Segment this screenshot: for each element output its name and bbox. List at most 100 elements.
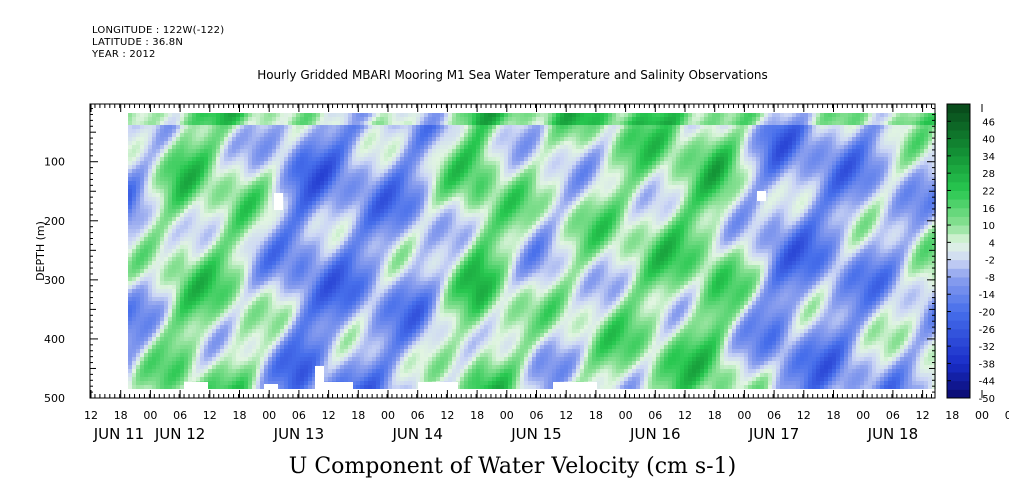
- missing-data-patch: [323, 382, 353, 390]
- velocity-field: [128, 113, 936, 389]
- colorbar-segment: [947, 129, 970, 140]
- missing-data-patch: [315, 366, 324, 390]
- colorbar-tick-label: 22: [982, 186, 995, 197]
- x-hour-tick-label: 12: [797, 409, 811, 422]
- colorbar-tick-label: -50: [979, 394, 995, 405]
- x-hour-tick-label: 18: [114, 409, 128, 422]
- colorbar-tick-label: 46: [982, 117, 995, 128]
- x-day-tick-label: JUN 12: [154, 425, 205, 443]
- colorbar-segment: [947, 112, 970, 122]
- x-hour-tick-label: 00: [737, 409, 751, 422]
- colorbar-segment: [947, 155, 970, 166]
- colorbar-tick-label: 34: [982, 152, 995, 163]
- missing-data-patch: [264, 384, 278, 390]
- x-day-tick-label: JUN 16: [629, 425, 680, 443]
- x-hour-tick-label: 06: [530, 409, 544, 422]
- x-hour-tick-label: 12: [322, 409, 336, 422]
- colorbar-tick-label: -14: [979, 290, 995, 301]
- colorbar-tick-label: 4: [989, 238, 995, 249]
- x-hour-tick-label: 06: [1005, 409, 1009, 422]
- missing-data-patch: [418, 382, 458, 390]
- colorbar-segment: [947, 199, 970, 209]
- x-minor-ticks: [94, 104, 932, 398]
- colorbar-segment: [947, 242, 970, 252]
- colorbar-segment: [947, 233, 970, 243]
- colorbar-segment: [947, 389, 970, 399]
- colorbar-segment: [947, 302, 970, 313]
- colorbar-segment: [947, 207, 970, 217]
- x-hour-tick-label: 06: [886, 409, 900, 422]
- y-tick-label: 200: [44, 215, 65, 228]
- colorbar-tick-label: 10: [982, 221, 995, 232]
- x-hour-tick-label: 06: [173, 409, 187, 422]
- colorbar-segment: [947, 190, 970, 200]
- colorbar-segment: [947, 363, 970, 373]
- colorbar-segment: [947, 346, 970, 356]
- x-hour-tick-label: 12: [678, 409, 692, 422]
- colorbar-segment: [947, 164, 970, 174]
- colorbar-segment: [947, 354, 970, 364]
- x-day-tick-label: JUN 14: [391, 425, 442, 443]
- colorbar-segment: [947, 121, 970, 131]
- plot-frame: [89, 103, 936, 399]
- colorbar-tick-label: 40: [982, 135, 995, 146]
- x-hour-tick-label: 18: [945, 409, 959, 422]
- x-hour-tick-label: 18: [233, 409, 247, 422]
- colorbar-segment: [947, 147, 970, 157]
- x-hour-tick-label: 12: [440, 409, 454, 422]
- x-hour-tick-label: 12: [203, 409, 217, 422]
- y-tick-label: 500: [44, 392, 65, 405]
- x-day-tick-label: JUN 17: [748, 425, 799, 443]
- colorbar-segment: [947, 251, 970, 261]
- colorbar-tick-label: -8: [985, 273, 995, 284]
- x-day-tick-label: JUN 15: [510, 425, 561, 443]
- x-hour-tick-label: 00: [619, 409, 633, 422]
- colorbar-segment: [947, 259, 970, 269]
- colorbar-segment: [947, 320, 970, 330]
- colorbar-tick-label: 28: [982, 169, 995, 180]
- x-hour-tick-label: 00: [500, 409, 514, 422]
- colorbar-segment: [947, 311, 970, 321]
- x-day-tick-label: JUN 18: [867, 425, 918, 443]
- x-hour-tick-label: 06: [411, 409, 425, 422]
- x-hour-tick-label: 12: [84, 409, 98, 422]
- colorbar-tick-label: -20: [979, 308, 995, 319]
- missing-data-patch: [184, 382, 208, 390]
- colorbar-segment: [947, 181, 970, 191]
- x-day-tick-label: JUN 13: [273, 425, 324, 443]
- colorbar-segment: [947, 328, 970, 338]
- x-hour-tick-label: 12: [916, 409, 930, 422]
- x-hour-tick-label: 00: [975, 409, 989, 422]
- colorbar-segment: [947, 225, 970, 235]
- chart-title: Hourly Gridded MBARI Mooring M1 Sea Wate…: [257, 68, 768, 82]
- colorbar-labels: 46 40 34 28 22 16 10 4 -2 -8 -14 -20 -26 -32 -38 -44 -50: [947, 117, 995, 405]
- y-axis-label: DEPTH (m): [34, 221, 47, 281]
- x-hour-tick-label: 12: [559, 409, 573, 422]
- colorbar-segment: [947, 138, 970, 148]
- longitude-label: LONGITUDE : 122W(-122): [92, 25, 225, 36]
- colorbar-tick-label: -32: [979, 342, 995, 353]
- y-tick-label: 400: [44, 333, 65, 346]
- x-hour-tick-label: 06: [292, 409, 306, 422]
- x-axis-label: U Component of Water Velocity (cm s-1): [288, 454, 737, 479]
- x-hour-tick-label: 18: [708, 409, 722, 422]
- x-hour-tick-label: 00: [381, 409, 395, 422]
- colorbar-segment: [947, 216, 970, 226]
- latitude-label: LATITUDE : 36.8N: [92, 37, 184, 48]
- missing-data-patch: [274, 193, 283, 210]
- missing-data-patch: [757, 191, 766, 201]
- x-hour-tick-label: 06: [767, 409, 781, 422]
- colorbar-segment: [947, 337, 970, 347]
- x-day-tick-label: JUN 11: [93, 425, 144, 443]
- colorbar-tick-label: -2: [985, 256, 995, 267]
- colorbar-tick-label: -38: [979, 359, 995, 370]
- x-axis: 12 18 00 06 12 18 00 06 12 18 00 06 12 18 00 06 12 18 00 06…: [84, 104, 1009, 443]
- y-axis: 100 200 300 400 500: [44, 108, 935, 405]
- missing-data-patches: [184, 191, 766, 390]
- x-hour-tick-label: 00: [143, 409, 157, 422]
- year-label: YEAR : 2012: [92, 49, 156, 60]
- x-hour-tick-label: 06: [648, 409, 662, 422]
- colorbar-segment: [947, 372, 970, 382]
- colorbar-segment: [947, 173, 970, 183]
